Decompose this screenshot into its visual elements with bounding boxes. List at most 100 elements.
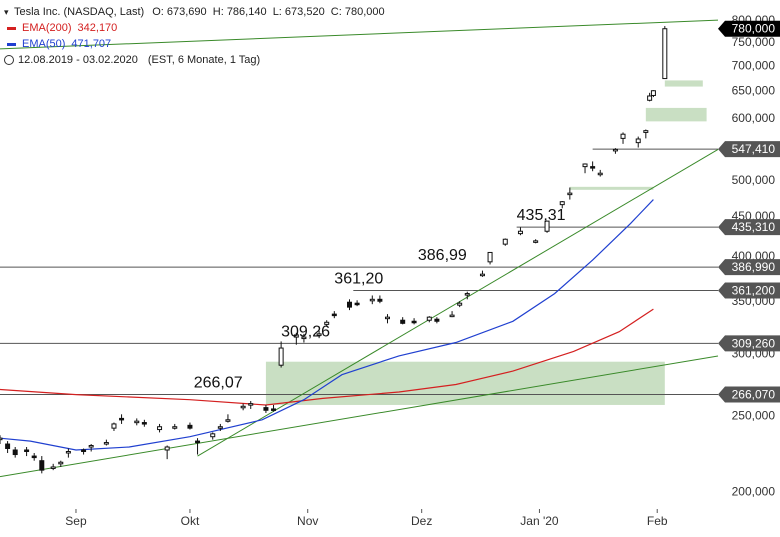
candle-56: [597, 169, 603, 177]
price-tag-box: [718, 386, 780, 403]
candle-body: [647, 95, 653, 101]
ema-line-0: [0, 308, 654, 406]
candle-19: [187, 422, 193, 430]
candle-body: [58, 461, 64, 465]
candle-body: [347, 301, 353, 308]
candle-24: [240, 403, 246, 411]
price-tag-label: 361,200: [732, 284, 776, 298]
clock-icon: [4, 55, 14, 65]
candle-33: [331, 311, 337, 319]
period-info: (EST, 6 Monate, 1 Tag): [147, 54, 261, 66]
candle-body: [434, 318, 440, 322]
candle-body: [210, 433, 216, 438]
candle-body: [263, 407, 269, 411]
candle-10: [88, 444, 94, 452]
candle-3: [24, 446, 30, 457]
candle-body: [172, 426, 178, 429]
y-tick-label-9: 650,000: [732, 84, 776, 98]
candle-body: [643, 130, 649, 133]
support-zone-1: [569, 186, 654, 190]
candle-7: [58, 460, 64, 467]
support-zone-2: [645, 107, 707, 122]
candle-body: [81, 449, 87, 453]
candle-13: [119, 414, 125, 424]
level-label-1: 309,26: [281, 323, 330, 340]
price-tag-box: [718, 259, 780, 276]
candle-body: [301, 336, 307, 340]
candle-42: [434, 317, 440, 324]
candle-40: [411, 318, 417, 325]
candle-25: [248, 401, 254, 409]
y-tick-label-6: 500,000: [732, 173, 776, 187]
candle-35: [354, 300, 360, 307]
candle-36: [369, 295, 375, 305]
candle-45: [464, 291, 470, 300]
candle-body: [590, 166, 596, 169]
candle-body: [88, 445, 94, 448]
candle-body: [331, 313, 337, 317]
x-tick-label-5: Feb: [647, 514, 668, 528]
candle-52: [559, 200, 565, 209]
candle-55: [590, 161, 596, 172]
y-tick-label-1: 250,000: [732, 409, 776, 423]
price-tag-box: [718, 219, 780, 236]
candle-21: [210, 432, 216, 440]
candle-28: [278, 341, 284, 368]
candle-22: [217, 423, 223, 431]
price-tag-box: [718, 335, 780, 352]
ema-line-1: [0, 199, 654, 451]
level-tag-4: 435,310: [718, 219, 780, 236]
level-label-0: 266,07: [194, 374, 243, 391]
candle-51: [544, 220, 550, 233]
candle-29: [293, 332, 299, 345]
candle-body: [111, 423, 117, 429]
candle-30: [301, 333, 307, 343]
candle-body: [620, 133, 626, 139]
period-range: 12.08.2019 - 03.02.2020: [18, 54, 138, 66]
candle-14: [134, 418, 140, 426]
price-tag-label: 435,310: [732, 220, 776, 234]
candle-body: [635, 138, 641, 144]
trendline-0: [0, 355, 719, 478]
candle-2: [12, 446, 18, 458]
candle-body: [597, 172, 603, 176]
level-label-2: 361,20: [334, 271, 383, 288]
ohlc-values: O: 673,690 H: 786,140 L: 673,520 C: 780,…: [152, 6, 385, 18]
candle-body: [134, 420, 140, 424]
candle-23: [225, 414, 231, 423]
price-tag-label: 266,070: [732, 387, 776, 401]
candle-31: [316, 330, 322, 339]
x-tick-label-1: Okt: [181, 514, 200, 528]
candle-body: [316, 333, 322, 336]
price-tag-box: [718, 141, 780, 158]
ema50-swatch: [7, 42, 16, 46]
legend-period-row: 12.08.2019 - 03.02.2020 (EST, 6 Monate, …: [4, 52, 385, 68]
candle-body: [0, 437, 3, 441]
candle-body: [24, 449, 30, 453]
candle-body: [278, 347, 284, 366]
candle-body: [12, 449, 18, 456]
candle-body: [612, 148, 618, 152]
candle-body: [449, 314, 455, 318]
candle-4: [31, 453, 37, 461]
x-tick-label-0: Sep: [65, 514, 87, 528]
y-tick-label-11: 750,000: [732, 35, 776, 49]
candle-8: [65, 448, 71, 458]
level-label-4: 435,31: [517, 207, 566, 224]
candle-12: [111, 422, 117, 431]
candle-body: [464, 293, 470, 296]
legend-ema200-row: EMA(200) 342,170: [4, 20, 385, 36]
candle-body: [502, 238, 508, 245]
candle-38: [384, 314, 390, 324]
price-tag-box: [718, 282, 780, 299]
price-tag-label: 309,260: [732, 336, 776, 350]
candle-body: [31, 455, 37, 459]
candle-18: [172, 423, 178, 430]
chevron-down-icon[interactable]: ▾: [4, 7, 9, 17]
candle-53: [567, 187, 573, 200]
price-tag-label: 386,990: [732, 260, 776, 274]
candle-16: [157, 423, 163, 433]
candle-body: [50, 466, 56, 469]
level-tag-0: 266,070: [718, 386, 780, 403]
